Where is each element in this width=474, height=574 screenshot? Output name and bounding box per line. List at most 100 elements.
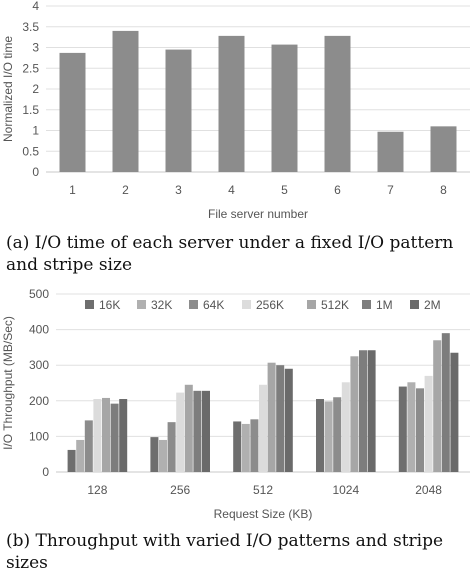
bar-32K-128 <box>76 439 85 472</box>
x-tick-label: 6 <box>334 183 341 197</box>
bar-server-4 <box>218 35 245 172</box>
bar-256K-128 <box>93 399 102 472</box>
bar-64K-128 <box>84 420 93 472</box>
x-tick-label: 1024 <box>332 483 359 497</box>
bar-server-6 <box>324 35 351 172</box>
legend-swatch <box>362 300 371 309</box>
y-tick-label: 3 <box>32 41 39 55</box>
y-tick-label: 100 <box>29 429 49 443</box>
y-tick-label: 2.5 <box>22 61 39 75</box>
bar-1M-128 <box>110 403 119 472</box>
x-tick-label: 2 <box>122 183 129 197</box>
legend-item-1M: 1M <box>362 298 393 312</box>
caption-b: (b) Throughput with varied I/O patterns … <box>6 531 444 573</box>
y-axis-label: Normalized I/O time <box>1 36 15 142</box>
x-tick-label: 5 <box>281 183 288 197</box>
bar-16K-256 <box>150 437 159 472</box>
bar-64K-256 <box>167 422 176 472</box>
legend-label: 32K <box>151 298 172 312</box>
x-axis-label: Request Size (KB) <box>214 507 313 521</box>
legend-label: 2M <box>424 298 441 312</box>
y-tick-label: 4 <box>32 0 39 13</box>
x-tick-label: 4 <box>228 183 235 197</box>
legend-item-512K: 512K <box>307 298 349 312</box>
legend-label: 256K <box>256 298 284 312</box>
bar-256K-512 <box>259 384 267 472</box>
legend-label: 16K <box>99 298 120 312</box>
bar-16K-2048 <box>398 386 407 472</box>
x-tick-label: 8 <box>440 183 447 197</box>
y-tick-label: 2 <box>32 82 39 96</box>
bar-512K-2048 <box>433 340 442 472</box>
y-tick-label: 1 <box>32 124 39 138</box>
bar-32K-2048 <box>407 382 416 472</box>
x-tick-label: 512 <box>253 483 273 497</box>
legend-item-2M: 2M <box>410 298 441 312</box>
chart-b: 0 100 200 300 400 500 128 256 512 1024 2048 16K 32K 6… <box>1 287 470 521</box>
legend-item-16K: 16K <box>85 298 120 312</box>
bar-2M-256 <box>202 390 210 472</box>
legend-swatch <box>137 300 146 309</box>
y-tick-label: 200 <box>29 394 49 408</box>
y-tick-label: 300 <box>29 358 49 372</box>
caption-a: (a) I/O time of each server under a fixe… <box>6 233 454 275</box>
legend-swatch <box>410 300 419 309</box>
x-tick-label: 256 <box>170 483 190 497</box>
legend-swatch <box>307 300 316 309</box>
x-tick-label: 1 <box>69 183 76 197</box>
bar-server-2 <box>112 30 139 173</box>
bar-1M-2048 <box>441 333 450 472</box>
y-axis-label: I/O Throughput (MB/Sec) <box>1 316 15 450</box>
legend-swatch <box>242 300 251 309</box>
bar-server-1 <box>59 52 86 172</box>
bar-2M-128 <box>119 399 128 472</box>
bar-32K-256 <box>159 439 167 472</box>
y-tick-label: 0 <box>42 465 49 479</box>
bar-1M-512 <box>276 365 285 472</box>
bar-2M-1024 <box>367 350 376 472</box>
bar-256K-256 <box>176 392 185 472</box>
y-tick-label: 500 <box>29 287 49 301</box>
bar-server-5 <box>271 44 298 172</box>
legend-item-32K: 32K <box>137 298 172 312</box>
legend-item-256K: 256K <box>242 298 284 312</box>
legend-label: 512K <box>321 298 349 312</box>
legend-label: 1M <box>376 298 393 312</box>
legend-swatch <box>189 300 198 309</box>
bar-32K-512 <box>241 423 250 472</box>
bar-server-3 <box>165 49 192 173</box>
bar-256K-2048 <box>424 375 433 472</box>
bar-server-7 <box>377 131 404 172</box>
x-tick-label: 7 <box>387 183 394 197</box>
bar-server-8 <box>430 126 457 172</box>
bar-512K-512 <box>267 362 276 472</box>
y-tick-label: 1.5 <box>22 103 39 117</box>
bar-512K-1024 <box>350 356 359 472</box>
bar-512K-256 <box>184 384 193 472</box>
x-tick-label: 128 <box>87 483 107 497</box>
legend-label: 64K <box>203 298 224 312</box>
bar-512K-128 <box>102 397 110 472</box>
bar-32K-1024 <box>324 401 333 472</box>
y-tick-label: 0.5 <box>22 144 39 158</box>
bar-1M-256 <box>193 390 202 472</box>
y-tick-label: 400 <box>29 323 49 337</box>
legend-swatch <box>85 300 94 309</box>
y-tick-label: 0 <box>32 165 39 179</box>
x-axis-label: File server number <box>208 207 308 221</box>
chart-a: 0 0.5 1 1.5 2 2.5 3 3.5 4 1 2 3 4 5 6 7 8 File server num… <box>1 0 470 221</box>
bar-256K-1024 <box>341 382 350 472</box>
bar-2M-512 <box>284 368 293 472</box>
legend-item-64K: 64K <box>189 298 224 312</box>
x-tick-label: 3 <box>175 183 182 197</box>
bar-16K-128 <box>67 449 76 472</box>
y-tick-label: 3.5 <box>22 20 39 34</box>
bar-2M-2048 <box>450 352 459 472</box>
bar-64K-2048 <box>416 388 424 472</box>
bar-16K-512 <box>233 421 242 472</box>
bar-64K-512 <box>250 419 259 472</box>
bar-64K-1024 <box>333 397 342 472</box>
bar-1M-1024 <box>359 350 367 472</box>
x-tick-label: 2048 <box>415 483 442 497</box>
bar-16K-1024 <box>316 399 324 472</box>
